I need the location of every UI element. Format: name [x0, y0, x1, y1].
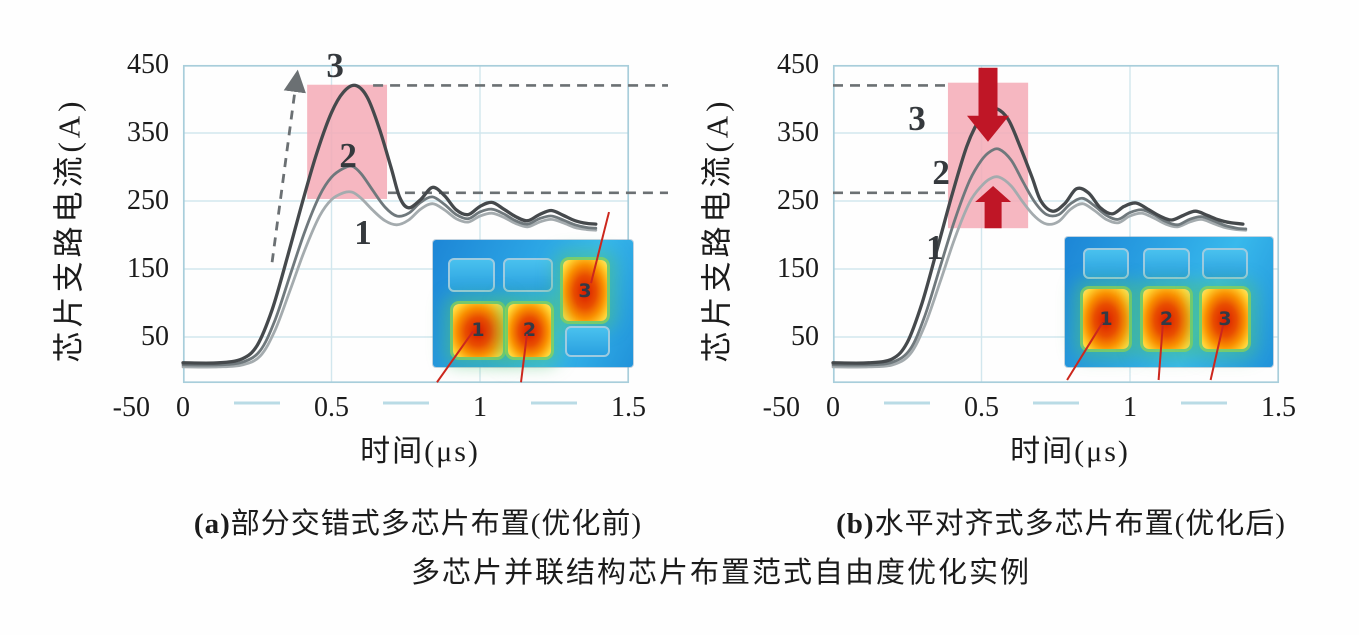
ytick-150: 150 — [127, 253, 169, 284]
xtick-1.5: 1.5 — [1261, 392, 1296, 423]
chip-cell-hot-3: 3 — [563, 260, 607, 322]
ytick-450: 450 — [777, 49, 819, 80]
xtick-1.5: 1.5 — [611, 392, 646, 423]
xtick-0: 0 — [826, 392, 840, 423]
ytick-350: 350 — [127, 117, 169, 148]
suppress-up-arrow — [975, 186, 1012, 229]
ytick-250: 250 — [127, 185, 169, 216]
ytick-250: 250 — [777, 185, 819, 216]
curve-label-1: 1 — [926, 227, 944, 267]
plot-area-svg — [831, 64, 1280, 384]
xtick-0.5: 0.5 — [964, 392, 999, 423]
figure-title: 多芯片并联结构芯片布置范式自由度优化实例 — [410, 557, 1032, 589]
ytick--50: -50 — [112, 392, 150, 423]
x-minor-tick — [1181, 401, 1228, 405]
caption-a-marker: (a) — [193, 508, 231, 540]
chip-cell-hot-2: 2 — [508, 303, 551, 357]
xtick-0.5: 0.5 — [314, 392, 349, 423]
chip-number: 3 — [1218, 307, 1232, 330]
x-minor-tick — [1032, 401, 1079, 405]
ytick-50: 50 — [791, 321, 819, 352]
curve-label-2: 2 — [339, 136, 357, 176]
x-axis-title: 时间(μs) — [1010, 435, 1130, 468]
curve-label-3: 3 — [908, 98, 926, 138]
curve-label-3: 3 — [326, 46, 344, 86]
xtick-1: 1 — [1123, 392, 1137, 423]
chip-number: 1 — [471, 319, 485, 342]
chip-cell-hot-3: 3 — [1202, 289, 1248, 349]
ytick--50: -50 — [762, 392, 800, 423]
current-curve-3 — [831, 106, 1245, 365]
y-axis-title: 芯片支路电流(A) — [699, 97, 735, 363]
module-cell-cold — [1202, 248, 1248, 280]
module-cell-cold — [565, 326, 610, 357]
ytick-50: 50 — [141, 321, 169, 352]
chip-leader-line — [1066, 322, 1104, 381]
caption-b-marker: (b) — [836, 508, 875, 540]
module-cell-cold — [448, 257, 495, 293]
x-minor-tick — [382, 401, 429, 405]
suppress-down-arrow — [967, 67, 1009, 142]
current-curve-3 — [181, 83, 598, 365]
x-minor-tick — [234, 401, 281, 405]
plot-area-svg — [181, 64, 669, 384]
plot-frame — [182, 64, 630, 384]
current-curve-1 — [181, 190, 598, 369]
ytick-450: 450 — [127, 49, 169, 80]
plot-frame — [832, 64, 1280, 384]
chip-number: 3 — [578, 279, 592, 302]
xtick-1: 1 — [473, 392, 487, 423]
caption-a-text: 部分交错式多芯片布置(优化前) — [230, 508, 643, 540]
chip-cell-hot-1: 1 — [1083, 289, 1129, 349]
ytick-150: 150 — [777, 253, 819, 284]
curve-label-1: 1 — [354, 212, 372, 252]
module-cell-cold — [1143, 248, 1190, 280]
chip-leader-lines — [1066, 322, 1225, 381]
chip-cell-hot-1: 1 — [453, 303, 503, 357]
chip-leader-line — [436, 330, 474, 383]
x-minor-tick — [531, 401, 578, 405]
current-curve-2 — [181, 164, 598, 367]
xtick-0: 0 — [176, 392, 190, 423]
chip-cell-hot-2: 2 — [1143, 289, 1190, 349]
chip-leader-lines — [436, 211, 610, 383]
caption-a: (a)部分交错式多芯片布置(优化前) — [194, 500, 642, 542]
chip-leader-line — [1157, 325, 1164, 381]
x-axis-title: 时间(μs) — [360, 435, 480, 468]
ytick-350: 350 — [777, 117, 819, 148]
chip-leader-line — [520, 333, 528, 383]
caption-b-text: 水平对齐式多芯片布置(优化后) — [874, 508, 1286, 540]
chip-number: 1 — [1099, 307, 1113, 330]
chip-layout-heatmap: 1 2 3 — [1065, 237, 1273, 381]
module-cell-cold — [503, 257, 553, 293]
chip-leader-line — [590, 211, 610, 284]
module-cell-cold — [1083, 248, 1129, 280]
current-curve-2 — [831, 147, 1248, 367]
current-curve-1 — [831, 175, 1248, 369]
curve-label-2: 2 — [932, 153, 950, 193]
chip-leader-line — [1209, 325, 1225, 381]
chip-number: 2 — [1159, 307, 1174, 330]
x-minor-tick — [884, 401, 931, 405]
caption-b: (b)水平对齐式多芯片布置(优化后) — [836, 500, 1286, 542]
